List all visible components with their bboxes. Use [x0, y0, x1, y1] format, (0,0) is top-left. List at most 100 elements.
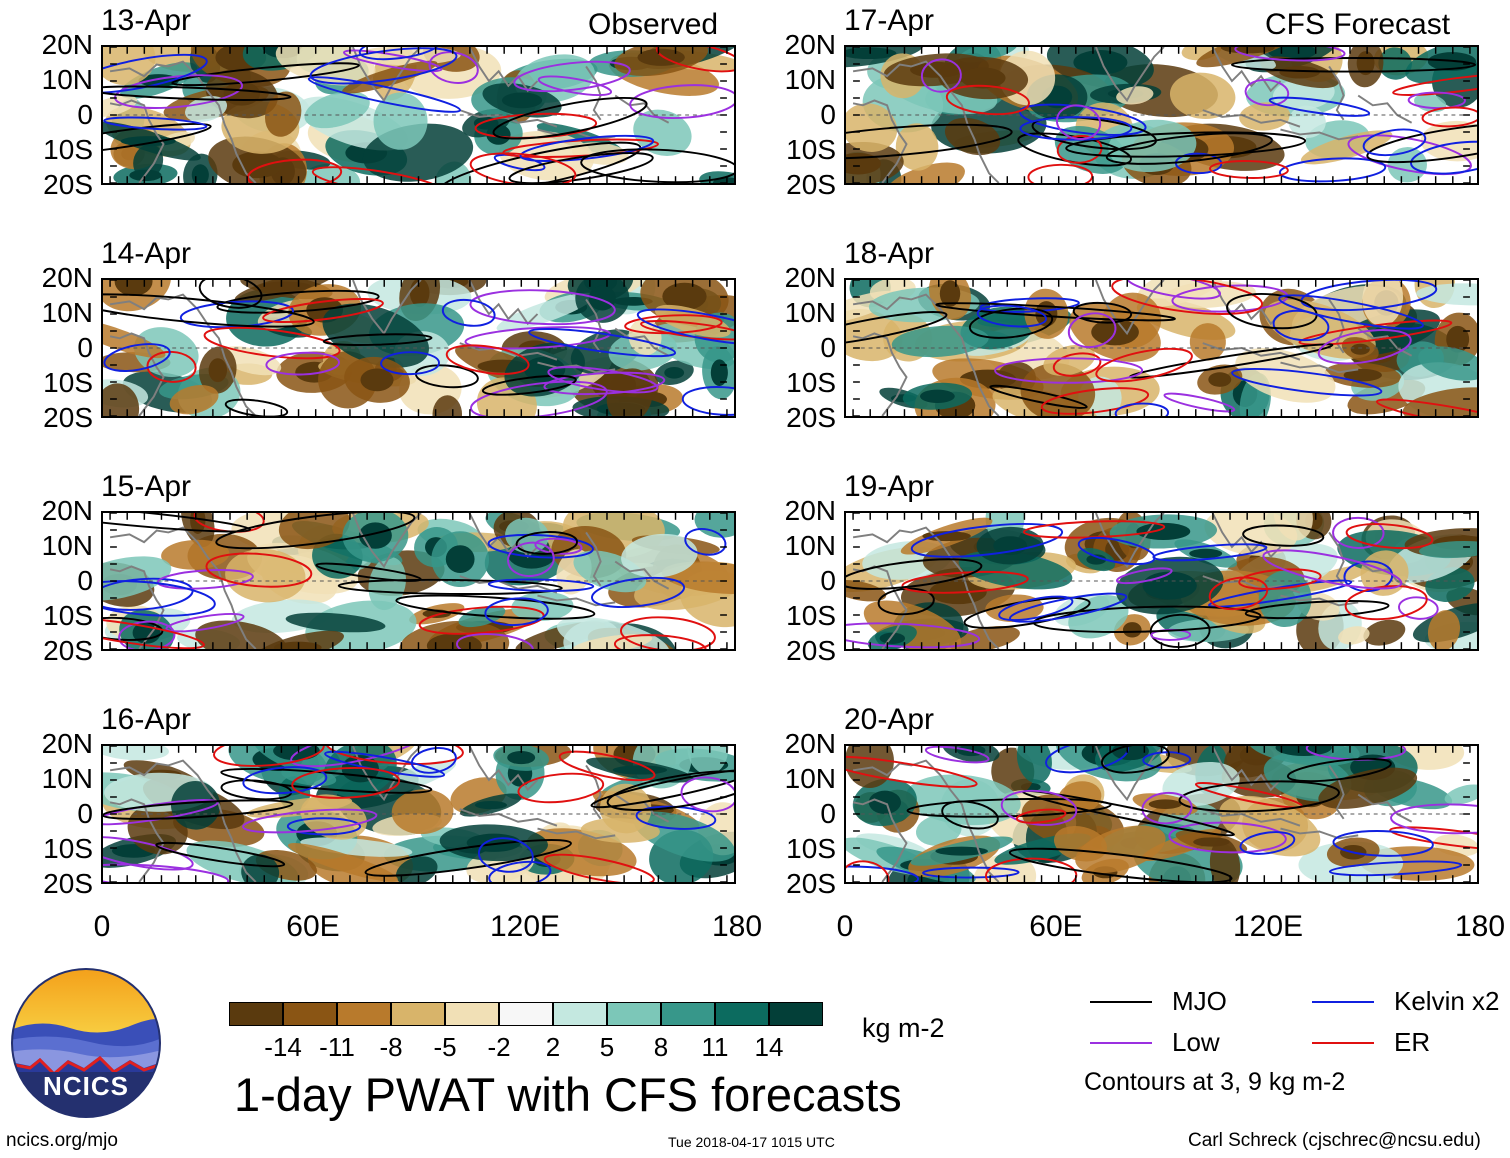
filter-contour	[1000, 789, 1078, 826]
pwat-shading-blob	[103, 556, 172, 601]
panel-date-17-apr: 17-Apr	[844, 4, 935, 37]
filter-contour	[1392, 72, 1477, 96]
pwat-shading-core	[662, 282, 707, 311]
y-tick-label: 0	[820, 332, 836, 363]
pwat-shading-core	[1343, 368, 1382, 382]
filter-contour	[358, 47, 441, 61]
filter-contour	[484, 597, 549, 626]
filter-contour	[508, 152, 654, 183]
pwat-anomaly-field	[103, 513, 734, 649]
filter-contour	[487, 533, 594, 559]
filter-contour	[441, 298, 496, 327]
pwat-shading-blob	[103, 47, 156, 86]
filter-contour	[146, 350, 197, 383]
filter-contour	[265, 351, 340, 376]
filter-contour	[507, 541, 555, 577]
pwat-shading-blob	[195, 620, 288, 649]
coastline	[852, 99, 908, 183]
pwat-shading-core	[474, 800, 507, 810]
filter-contour	[1238, 568, 1322, 590]
y-tick-label: 10N	[41, 297, 93, 328]
filter-contour	[976, 304, 1048, 328]
filter-contour	[203, 326, 341, 360]
filter-contour	[343, 49, 443, 73]
y-tick-label: 20S	[43, 635, 93, 666]
pwat-shading-core	[612, 765, 668, 775]
filter-contour	[1226, 292, 1318, 330]
filter-contour	[922, 866, 1020, 879]
pwat-shading-core	[920, 389, 955, 403]
legend-line-kelvin-x2	[1312, 1001, 1374, 1003]
filter-contour	[620, 616, 716, 649]
legend-label-kelvin-x2: Kelvin x2	[1394, 986, 1500, 1016]
y-tick-label: 20N	[784, 262, 836, 293]
pwat-shading-blob	[432, 395, 463, 416]
coastline	[1328, 531, 1345, 587]
filter-contour	[1234, 47, 1346, 62]
pwat-shading-blob	[973, 853, 1037, 882]
filter-contour	[103, 116, 208, 131]
colorbar-swatch	[769, 1002, 823, 1026]
filter-contour	[941, 800, 999, 830]
observed-label: Observed	[588, 8, 719, 41]
colorbar-swatch	[607, 1002, 661, 1026]
map-panel-17-apr	[844, 45, 1479, 185]
pwat-shading-blob	[694, 513, 734, 538]
y-tick-label: 0	[77, 99, 93, 130]
pwat-shading-blob	[241, 854, 280, 882]
coastline	[459, 575, 558, 594]
filter-contour	[103, 863, 230, 882]
colorbar-swatch	[229, 1002, 283, 1026]
filter-contour	[1397, 596, 1439, 620]
legend-line-mjo	[1090, 1001, 1152, 1003]
filter-contour	[590, 769, 734, 809]
filter-contour	[179, 300, 295, 329]
filter-contour	[103, 799, 294, 820]
x-tick-label-left-180: 180	[711, 910, 763, 943]
filter-contour	[439, 141, 642, 183]
pwat-shading-blob	[1204, 513, 1298, 556]
pwat-shading-blob	[1418, 346, 1477, 381]
pwat-shading-blob	[1363, 619, 1406, 646]
colorbar-tick-label: -11	[319, 1032, 355, 1062]
pwat-shading-blob	[895, 123, 939, 171]
footer-timestamp: Tue 2018-04-17 1015 UTC	[668, 1134, 835, 1150]
filter-contour	[1111, 280, 1264, 315]
pwat-shading-blob	[1189, 323, 1226, 361]
pwat-anomaly-field	[103, 47, 734, 183]
pwat-shading-blob	[1169, 72, 1236, 119]
coastline	[459, 808, 558, 827]
filter-contour	[445, 344, 530, 375]
coastline	[1095, 513, 1165, 569]
filter-contour	[103, 616, 205, 649]
y-tick-label: 20S	[786, 635, 836, 666]
pwat-shading-core	[1279, 66, 1320, 79]
coastline	[109, 526, 257, 649]
pwat-shading-blob	[906, 774, 1021, 826]
pwat-shading-core	[1112, 746, 1149, 761]
filter-contour	[1072, 301, 1133, 324]
coastline	[585, 531, 602, 587]
pwat-shading-core	[922, 531, 971, 542]
filter-contour	[513, 60, 631, 93]
pwat-shading-blob	[633, 811, 734, 862]
filter-contour	[1168, 821, 1287, 854]
filter-contour	[103, 836, 194, 871]
panel-date-16-apr: 16-Apr	[101, 703, 192, 736]
pwat-shading-blob	[342, 60, 438, 94]
legend-line-er	[1312, 1042, 1374, 1044]
filter-contour	[655, 47, 734, 73]
filter-contour	[213, 746, 325, 767]
filter-contour	[198, 280, 263, 309]
filter-contour	[1142, 751, 1192, 769]
pwat-shading-core	[360, 368, 394, 392]
colorbar-units: kg m-2	[862, 1013, 945, 1043]
coastline	[614, 560, 670, 590]
pwat-shading-core	[1148, 799, 1182, 809]
coastline	[109, 293, 257, 416]
filter-contour	[1239, 831, 1296, 855]
filter-contour	[924, 746, 990, 764]
filter-contour	[286, 817, 362, 836]
pwat-shading-blob	[846, 309, 903, 362]
filter-contour	[1345, 523, 1434, 550]
